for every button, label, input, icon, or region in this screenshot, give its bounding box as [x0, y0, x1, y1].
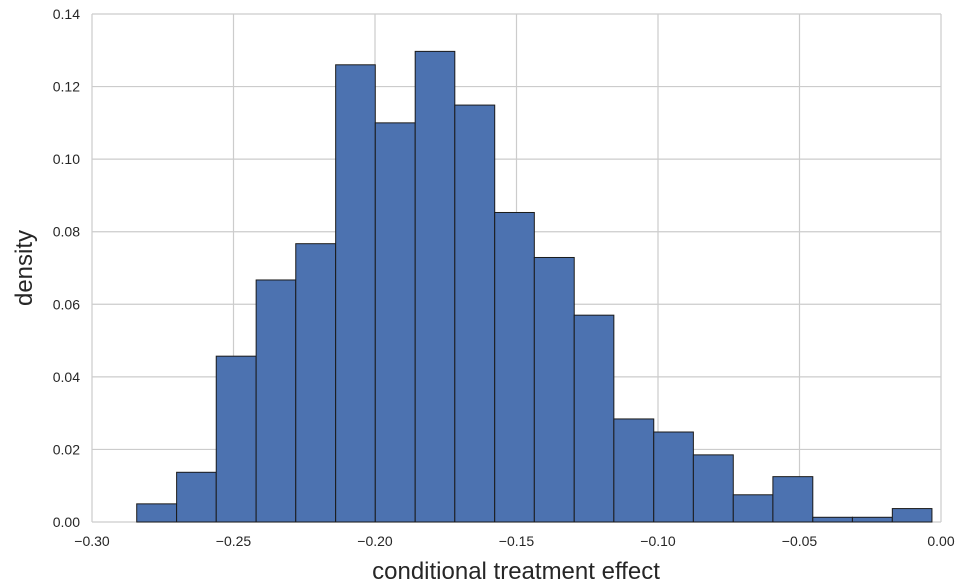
y-tick-label: 0.02	[53, 441, 80, 457]
x-tick-label: −0.20	[357, 533, 393, 549]
x-axis-tick-labels: −0.30 −0.25 −0.20 −0.15 −0.10 −0.05 0.00	[74, 533, 955, 549]
histogram-bar	[732, 494, 774, 523]
histogram-bar	[772, 476, 814, 523]
histogram-bar	[613, 418, 655, 523]
x-tick-label: −0.15	[499, 533, 535, 549]
y-tick-label: 0.14	[53, 6, 80, 22]
histogram-bar	[295, 243, 337, 523]
histogram-bar	[255, 279, 297, 523]
histogram-bars	[136, 50, 933, 523]
histogram-bar	[374, 122, 416, 523]
histogram-bar	[573, 314, 615, 523]
y-axis-label: density	[11, 230, 38, 306]
histogram-bar	[494, 211, 535, 523]
histogram-bar	[136, 503, 178, 523]
histogram-bar	[533, 256, 575, 523]
histogram-bar	[335, 64, 376, 523]
y-tick-label: 0.04	[53, 369, 80, 385]
y-tick-label: 0.06	[53, 296, 80, 312]
histogram-bar	[891, 508, 933, 523]
y-tick-label: 0.10	[53, 151, 80, 167]
x-tick-label: 0.00	[927, 533, 954, 549]
histogram-bar	[653, 431, 694, 523]
x-tick-label: −0.05	[782, 533, 818, 549]
histogram-bar	[851, 516, 893, 523]
x-axis-label: conditional treatment effect	[372, 558, 660, 584]
x-tick-label: −0.25	[216, 533, 252, 549]
histogram-bar	[414, 50, 456, 523]
histogram-bar	[215, 355, 257, 523]
y-tick-label: 0.00	[53, 514, 80, 530]
x-tick-label: −0.30	[74, 533, 110, 549]
histogram-bar	[176, 471, 217, 523]
histogram-bar	[454, 104, 496, 523]
y-axis-tick-labels: 0.00 0.02 0.04 0.06 0.08 0.10 0.12 0.14	[53, 6, 80, 530]
y-tick-label: 0.12	[53, 79, 80, 95]
histogram-bar	[692, 454, 734, 523]
y-tick-label: 0.08	[53, 224, 80, 240]
histogram-bar	[812, 516, 853, 523]
x-tick-label: −0.10	[640, 533, 676, 549]
grid-lines	[91, 13, 942, 523]
